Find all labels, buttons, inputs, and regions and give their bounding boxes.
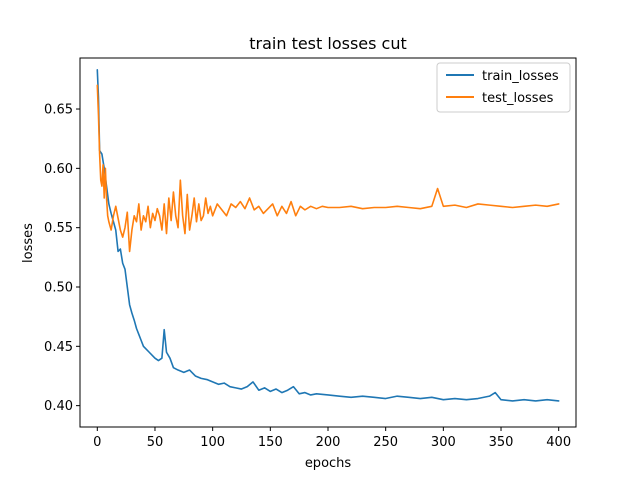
legend: train_losses test_losses xyxy=(436,62,571,113)
x-tick-label: 0 xyxy=(93,435,101,450)
x-axis-ticks: 0 50 100 150 200 250 300 350 400 xyxy=(93,427,571,450)
chart-title: train test losses cut xyxy=(249,34,407,53)
y-tick-label: 0.55 xyxy=(44,221,73,236)
x-tick-label: 250 xyxy=(373,435,398,450)
y-axis-label: losses xyxy=(21,223,36,263)
x-tick-label: 350 xyxy=(489,435,514,450)
x-tick-label: 300 xyxy=(431,435,456,450)
y-tick-label: 0.45 xyxy=(44,340,73,355)
y-axis-ticks: 0.40 0.45 0.50 0.55 0.60 0.65 xyxy=(44,103,80,414)
x-tick-label: 400 xyxy=(546,435,571,450)
y-tick-label: 0.65 xyxy=(44,103,73,118)
x-axis-label: epochs xyxy=(305,456,352,471)
series-layer xyxy=(96,69,560,402)
x-tick-label: 200 xyxy=(316,435,341,450)
y-tick-label: 0.60 xyxy=(44,162,73,177)
series-line-test-losses xyxy=(96,84,560,253)
legend-label-train-losses: train_losses xyxy=(482,69,559,84)
x-tick-label: 150 xyxy=(258,435,283,450)
legend-label-test-losses: test_losses xyxy=(482,91,554,106)
y-tick-label: 0.50 xyxy=(44,280,73,295)
y-tick-label: 0.40 xyxy=(44,399,73,414)
x-tick-label: 50 xyxy=(147,435,164,450)
series-line-train-losses xyxy=(96,69,560,402)
x-tick-label: 100 xyxy=(200,435,225,450)
